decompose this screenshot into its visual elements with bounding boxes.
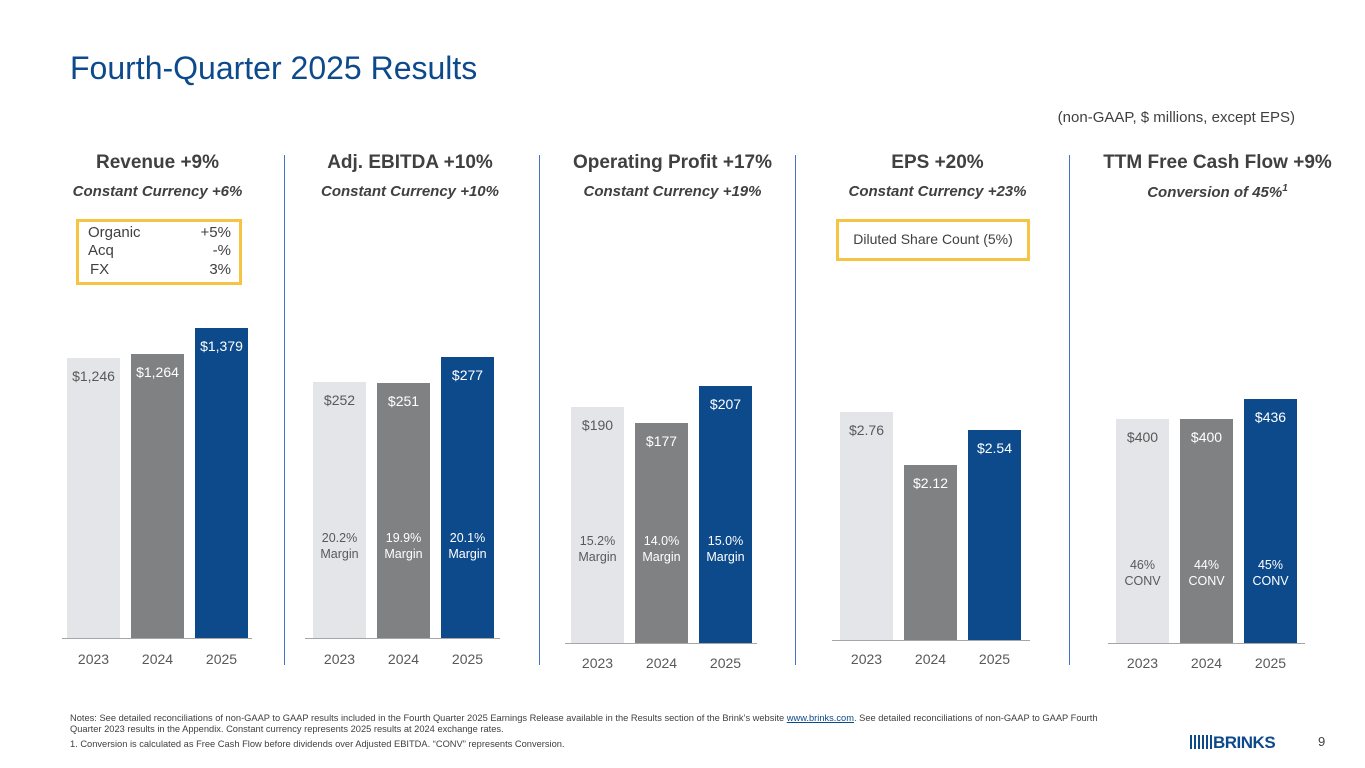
panel-title: TTM Free Cash Flow +9%: [1103, 152, 1332, 173]
bar-2025: [1244, 399, 1297, 643]
bar-2024: [131, 354, 184, 638]
margin-label: 14.0% Margin: [642, 534, 681, 564]
logo-stripes-icon: [1190, 735, 1212, 749]
organic-label: Organic: [88, 224, 141, 241]
margin-label: 46% CONV: [1124, 558, 1161, 588]
bar-2023: [1116, 419, 1169, 643]
panel-subtitle: Conversion of 45%1: [1085, 183, 1350, 201]
panel-title: Revenue +9%: [95, 152, 220, 173]
value-label: $1,264: [136, 364, 179, 380]
value-label: $400: [1126, 429, 1159, 445]
notes-text-end: . See detailed reconciliations of non-GA…: [70, 713, 1098, 734]
value-label: $252: [323, 392, 356, 408]
panel-divider: [284, 155, 285, 665]
bar-2023: [67, 358, 120, 638]
notes: Notes: See detailed reconciliations of n…: [70, 713, 1110, 735]
panel-subtitle: Constant Currency +23%: [848, 183, 1027, 200]
year-tick-label: 2023: [850, 651, 883, 667]
value-label: $2.12: [912, 475, 949, 491]
year-tick-label: 2024: [1190, 655, 1223, 671]
margin-label: 20.1% Margin: [448, 531, 487, 561]
value-label: $400: [1190, 429, 1223, 445]
acq-label: Acq: [88, 242, 114, 259]
bar-2025: [968, 430, 1021, 640]
year-tick-label: 2025: [205, 651, 238, 667]
year-tick-label: 2023: [77, 651, 110, 667]
fx-label: FX: [90, 261, 110, 278]
value-label: $251: [387, 393, 420, 409]
panel-divider: [1069, 155, 1070, 665]
panel-subtitle: Constant Currency +10%: [321, 183, 499, 200]
value-label: $2.76: [848, 422, 885, 438]
value-label: $177: [645, 433, 678, 449]
year-tick-label: 2025: [709, 655, 742, 671]
value-label: $1,379: [200, 338, 243, 354]
logo-text: BRINKS: [1213, 733, 1276, 752]
bar-2024: [904, 465, 957, 640]
footnote: 1. Conversion is calculated as Free Cash…: [70, 739, 565, 749]
subtitle-text: Conversion of 45%: [1147, 184, 1283, 201]
year-tick-label: 2024: [141, 651, 174, 667]
bar-2025: [699, 386, 752, 643]
brinks-website-link[interactable]: www.brinks.com: [786, 713, 854, 723]
margin-label: 19.9% Margin: [384, 531, 423, 561]
units-note: (non-GAAP, $ millions, except EPS): [1057, 109, 1295, 126]
year-tick-label: 2025: [451, 651, 484, 667]
x-axis-line: [305, 638, 500, 639]
bar-2023: [571, 407, 624, 643]
x-axis-line: [1108, 643, 1305, 644]
year-tick-label: 2023: [323, 651, 356, 667]
panel-title: Operating Profit +17%: [572, 152, 773, 173]
value-label: $207: [709, 396, 742, 412]
bar-2025: [441, 357, 494, 638]
diluted-share-count-box: Diluted Share Count (5%): [836, 219, 1030, 261]
bar-2023: [313, 382, 366, 638]
panel-title: Adj. EBITDA +10%: [327, 152, 493, 173]
notes-text: Notes: See detailed reconciliations of n…: [70, 713, 787, 723]
year-tick-label: 2024: [387, 651, 420, 667]
year-tick-label: 2025: [1254, 655, 1287, 671]
bar-2023: [840, 412, 893, 640]
panel-divider: [795, 155, 796, 665]
margin-label: 45% CONV: [1252, 558, 1289, 588]
value-label: $2.54: [976, 440, 1013, 456]
year-tick-label: 2025: [978, 651, 1011, 667]
year-tick-label: 2023: [581, 655, 614, 671]
footnote-marker: 1: [1282, 183, 1288, 194]
x-axis-line: [832, 640, 1030, 641]
margin-label: 15.0% Margin: [706, 534, 745, 564]
panel-subtitle: Constant Currency +19%: [583, 183, 762, 200]
value-label: $277: [451, 367, 484, 383]
revenue-breakdown-box: Organic +5% Acq -% FX 3%: [76, 219, 242, 285]
x-axis-line: [565, 643, 757, 644]
organic-value: +5%: [200, 224, 231, 241]
page-number: 9: [1318, 734, 1326, 749]
panel-title: EPS +20%: [891, 152, 984, 173]
acq-value: -%: [212, 242, 231, 259]
year-tick-label: 2024: [914, 651, 947, 667]
x-axis-line: [62, 638, 252, 639]
fx-value: 3%: [209, 261, 231, 278]
value-label: $436: [1254, 409, 1287, 425]
brinks-logo: BRINKS: [1190, 733, 1276, 753]
year-tick-label: 2024: [645, 655, 678, 671]
bar-2024: [377, 383, 430, 638]
diluted-share-count-text: Diluted Share Count (5%): [853, 231, 1013, 247]
value-label: $1,246: [72, 368, 115, 384]
year-tick-label: 2023: [1126, 655, 1159, 671]
panel-subtitle: Constant Currency +6%: [72, 183, 243, 200]
page-title: Fourth-Quarter 2025 Results: [70, 50, 478, 86]
margin-label: 44% CONV: [1188, 558, 1225, 588]
panel-divider: [539, 155, 540, 665]
bar-2025: [195, 328, 248, 638]
value-label: $190: [581, 417, 614, 433]
margin-label: 20.2% Margin: [320, 531, 359, 561]
bar-2024: [635, 423, 688, 643]
margin-label: 15.2% Margin: [578, 534, 617, 564]
bar-2024: [1180, 419, 1233, 643]
